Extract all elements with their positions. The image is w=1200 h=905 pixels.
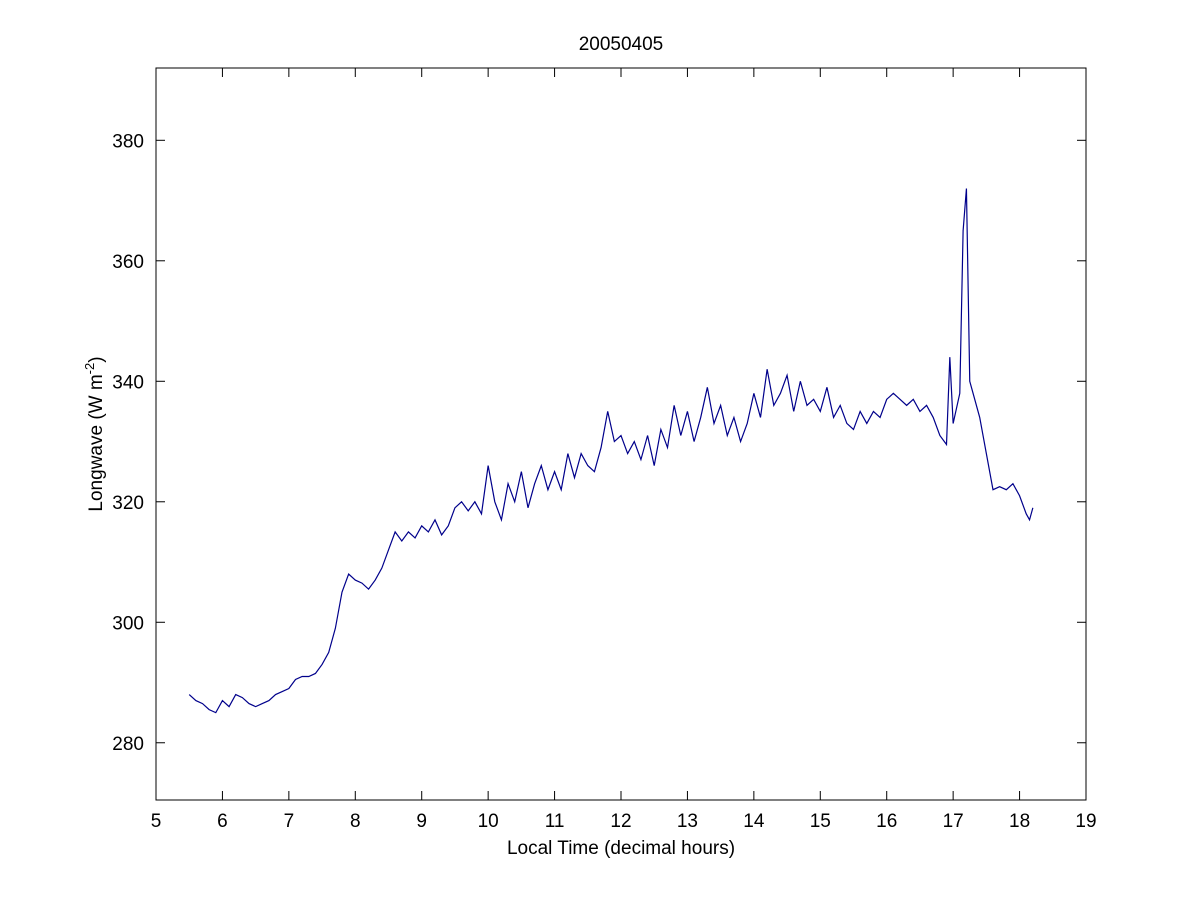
x-tick-label: 7 <box>284 811 295 832</box>
x-tick-label: 19 <box>1075 811 1096 832</box>
y-axis-label-text: Longwave (W m <box>86 374 107 511</box>
x-tick-label: 17 <box>943 811 964 832</box>
y-tick-label: 280 <box>112 734 144 755</box>
x-tick-label: 6 <box>217 811 228 832</box>
y-tick-label: 340 <box>112 372 144 393</box>
x-tick-label: 16 <box>876 811 897 832</box>
y-tick-label: 360 <box>112 252 144 273</box>
data-line <box>188 188 1034 714</box>
x-tick-label: 13 <box>677 811 698 832</box>
x-tick-label: 5 <box>151 811 162 832</box>
x-tick-label: 18 <box>1009 811 1030 832</box>
y-tick-label: 300 <box>112 613 144 634</box>
y-axis-label: Longwave (W m-2) <box>82 356 107 511</box>
y-tick-label: 380 <box>112 131 144 152</box>
x-tick-label: 15 <box>810 811 831 832</box>
x-tick-label: 12 <box>610 811 631 832</box>
y-axis-label-sup: -2 <box>82 363 97 375</box>
y-tick-label: 320 <box>112 493 144 514</box>
x-tick-label: 10 <box>478 811 499 832</box>
chart-title: 20050405 <box>579 34 664 55</box>
x-tick-label: 8 <box>350 811 361 832</box>
x-axis-label: Local Time (decimal hours) <box>507 838 735 859</box>
y-axis-label-suffix: ) <box>86 356 107 362</box>
x-tick-label: 11 <box>545 811 565 832</box>
x-tick-label: 14 <box>743 811 765 832</box>
x-tick-label: 9 <box>416 811 427 832</box>
